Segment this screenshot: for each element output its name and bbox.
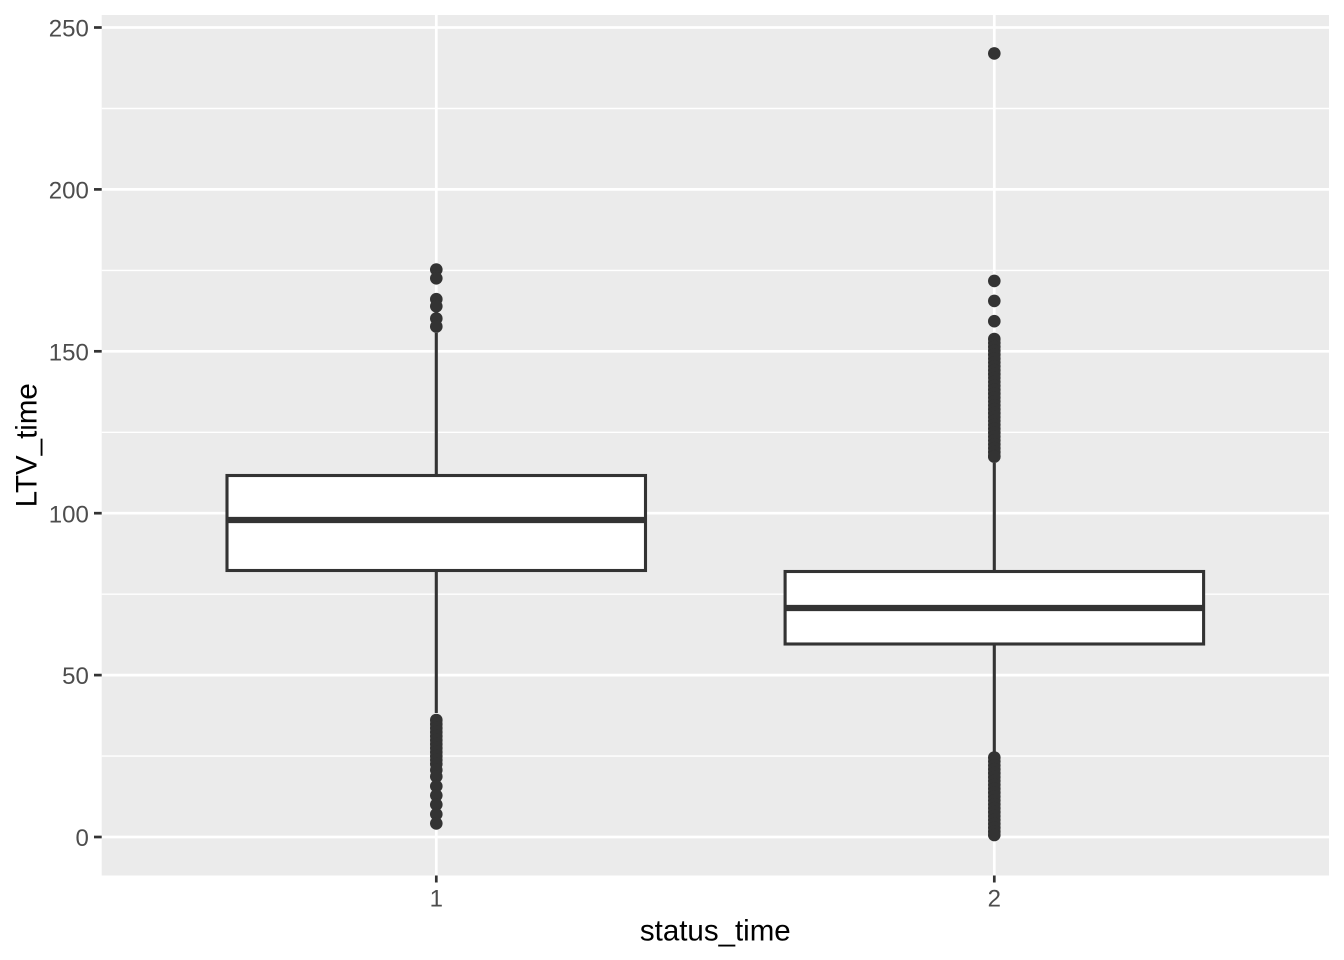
svg-text:150: 150	[49, 339, 89, 366]
svg-text:0: 0	[75, 825, 88, 852]
svg-text:1: 1	[430, 885, 443, 912]
svg-text:100: 100	[49, 501, 89, 528]
svg-text:2: 2	[988, 885, 1001, 912]
svg-text:200: 200	[49, 178, 89, 205]
svg-text:50: 50	[62, 663, 89, 690]
svg-text:250: 250	[49, 16, 89, 43]
svg-text:status_time: status_time	[640, 914, 791, 947]
svg-text:LTV_time: LTV_time	[11, 383, 44, 507]
